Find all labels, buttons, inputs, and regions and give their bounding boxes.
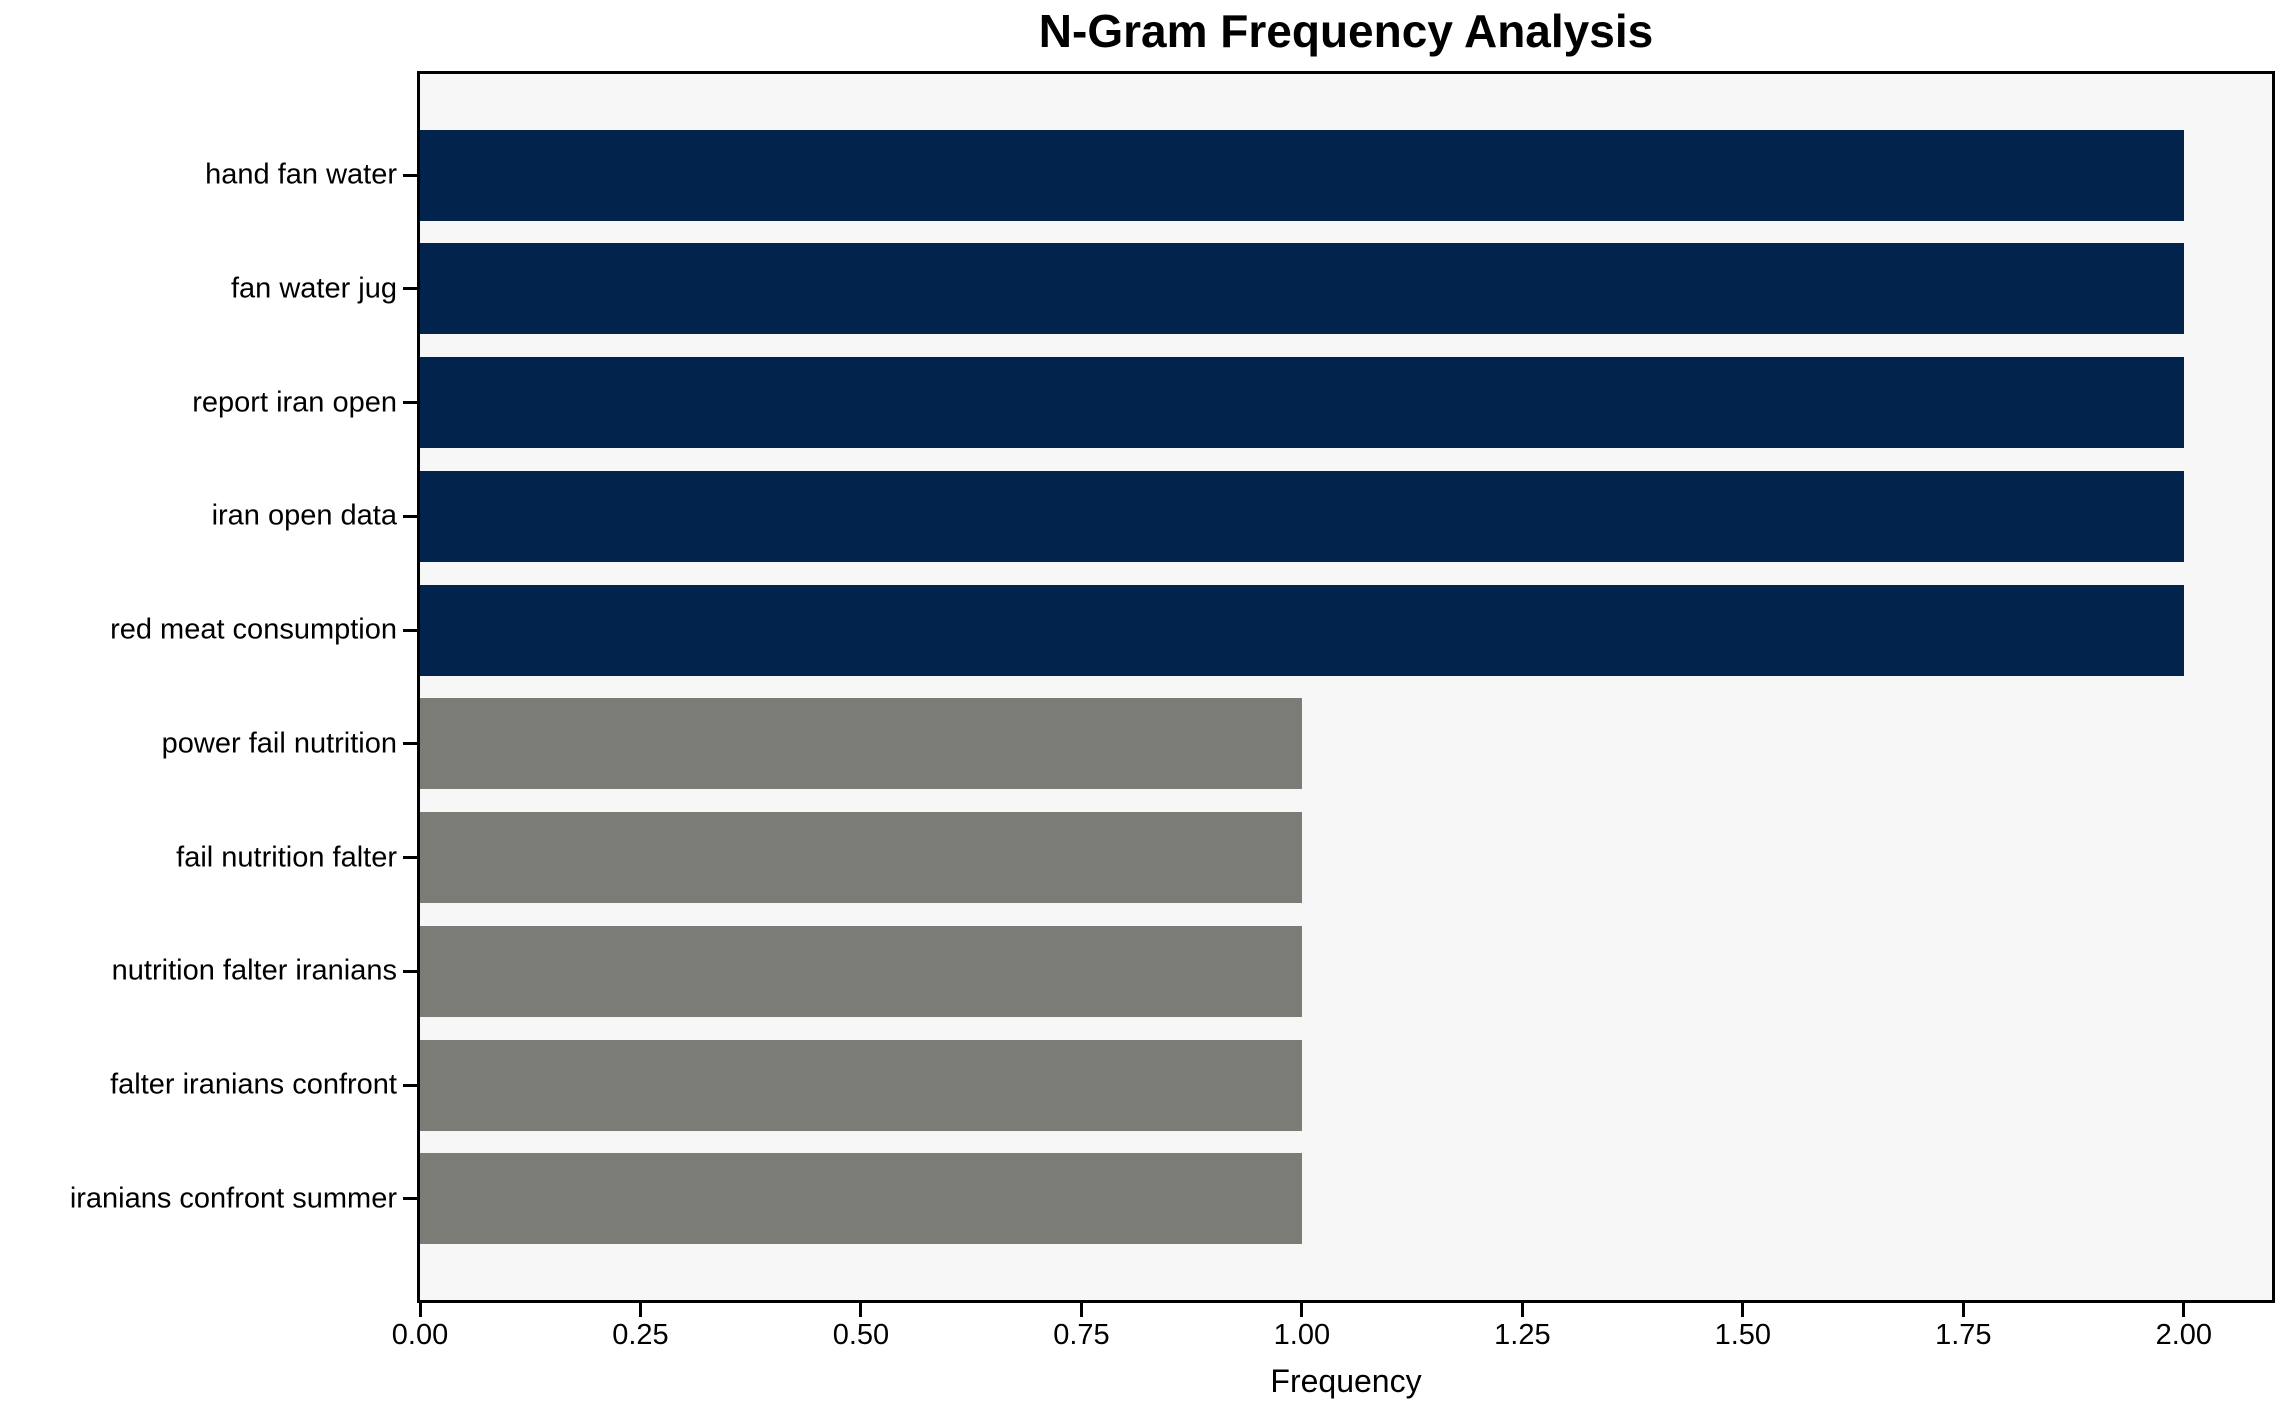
y-tick-mark: [403, 287, 417, 291]
bar: [420, 129, 2184, 221]
y-tick-label: hand fan water: [205, 158, 397, 191]
x-tick-label: 1.50: [1714, 1319, 1772, 1351]
x-tick-label: 2.00: [2155, 1319, 2213, 1351]
bar: [420, 584, 2184, 676]
x-axis-label: Frequency: [1270, 1363, 1422, 1399]
x-tick-mark: [1741, 1303, 1745, 1317]
y-tick-label: report iran open: [192, 386, 397, 419]
bar: [420, 925, 1302, 1017]
x-axis: 0.00 0.25 0.50 0.75 1.00 1.25 1.50 1.75 2.00: [392, 1303, 2275, 1373]
x-tick-label: 0.75: [1053, 1319, 1110, 1351]
y-tick-label: falter iranians confront: [110, 1068, 397, 1101]
x-tick-mark: [1079, 1303, 1083, 1317]
y-tick-mark: [403, 742, 417, 746]
bar: [420, 357, 2184, 449]
x-tick-mark: [2182, 1303, 2186, 1317]
bar: [420, 470, 2184, 562]
y-tick-label: nutrition falter iranians: [111, 954, 397, 987]
y-tick-mark: [403, 856, 417, 860]
y-tick-label: iran open data: [211, 499, 397, 532]
y-tick-label: fail nutrition falter: [176, 841, 397, 874]
x-tick-label: 0.50: [832, 1319, 890, 1351]
y-tick-mark: [403, 173, 417, 177]
y-axis: hand fan water fan water jug report iran o…: [0, 71, 397, 1303]
y-tick-mark: [403, 1083, 417, 1087]
y-tick-label: power fail nutrition: [161, 727, 397, 760]
plot-area: [417, 71, 2275, 1303]
y-tick-mark: [403, 401, 417, 405]
chart-title: N-Gram Frequency Analysis: [1038, 5, 1654, 57]
bar: [420, 1153, 1302, 1245]
bar: [420, 698, 1302, 790]
x-tick-mark: [638, 1303, 642, 1317]
y-tick-label: fan water jug: [230, 272, 397, 305]
bar: [420, 1039, 1302, 1131]
x-tick-label: 0.00: [391, 1319, 449, 1351]
x-tick-mark: [1961, 1303, 1965, 1317]
x-tick-label: 1.25: [1494, 1319, 1551, 1351]
x-tick-label: 0.25: [612, 1319, 669, 1351]
y-tick-mark: [403, 969, 417, 973]
x-tick-label: 1.00: [1273, 1319, 1331, 1351]
y-tick-label: iranians confront summer: [69, 1182, 397, 1215]
y-tick-mark: [403, 628, 417, 632]
x-tick-label: 1.75: [1935, 1319, 1992, 1351]
x-tick-mark: [1300, 1303, 1304, 1317]
bars-layer: [420, 74, 2272, 1300]
y-tick-mark: [403, 514, 417, 518]
bar: [420, 812, 1302, 904]
bar: [420, 243, 2184, 335]
y-tick-mark: [403, 1197, 417, 1201]
y-tick-label: red meat consumption: [110, 613, 397, 646]
x-tick-mark: [418, 1303, 422, 1317]
x-tick-mark: [859, 1303, 863, 1317]
x-tick-mark: [1520, 1303, 1524, 1317]
